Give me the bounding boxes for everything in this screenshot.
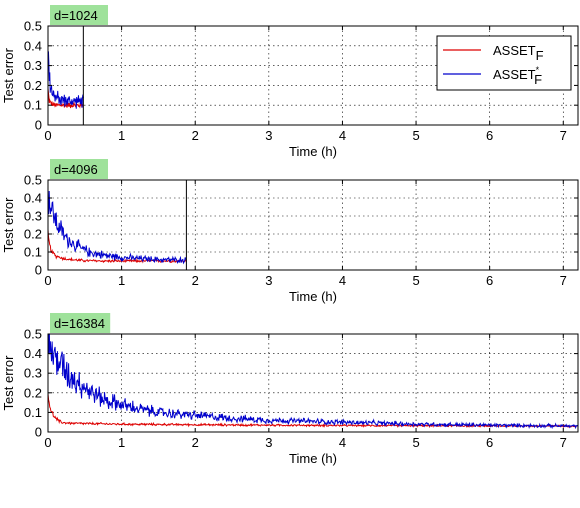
- x-tick-label: 7: [560, 128, 567, 143]
- plot-area: [48, 180, 578, 270]
- y-tick-label: 0.1: [24, 405, 42, 420]
- y-tick-label: 0.4: [24, 38, 42, 53]
- series-line-asset-f-star: [48, 190, 187, 265]
- x-tick-label: 7: [560, 273, 567, 288]
- y-axis-label: Test error: [1, 47, 16, 103]
- y-tick-label: 0.5: [24, 173, 42, 188]
- y-tick-label: 0.1: [24, 245, 42, 260]
- y-tick-label: 0.2: [24, 227, 42, 242]
- x-tick-label: 3: [265, 435, 272, 450]
- x-tick-label: 4: [339, 128, 346, 143]
- x-axis-label: Time (h): [289, 451, 337, 466]
- x-tick-label: 5: [412, 128, 419, 143]
- legend-entry-subscript: F: [534, 72, 542, 87]
- y-tick-label: 0.2: [24, 385, 42, 400]
- dimension-badge: [50, 159, 108, 179]
- series-line-asset-f-star: [48, 51, 84, 109]
- axes-frame: [47, 25, 579, 126]
- legend-entry-superscript: *: [536, 65, 540, 75]
- legend-box: [436, 35, 572, 91]
- x-tick-label: 0: [44, 273, 51, 288]
- legend-entry-name: ASSET: [493, 43, 536, 58]
- y-tick-label: 0.3: [24, 58, 42, 73]
- x-tick-label: 2: [192, 435, 199, 450]
- plot-area: [48, 334, 578, 432]
- x-tick-label: 0: [44, 128, 51, 143]
- x-tick-label: 3: [265, 273, 272, 288]
- series-line-asset-f: [48, 393, 578, 429]
- x-tick-label: 4: [339, 435, 346, 450]
- series-line-asset-f-star: [48, 334, 578, 430]
- legend-entry-label: ASSET* F: [493, 65, 542, 87]
- x-tick-label: 2: [192, 128, 199, 143]
- x-tick-label: 4: [339, 273, 346, 288]
- x-tick-label: 1: [118, 128, 125, 143]
- dimension-badge-label: d=1024: [54, 8, 98, 23]
- x-tick-label: 6: [486, 273, 493, 288]
- axes-frame: [47, 333, 579, 433]
- y-tick-label: 0.4: [24, 191, 42, 206]
- legend-entry-name: ASSET: [493, 67, 536, 82]
- y-tick-label: 0.3: [24, 209, 42, 224]
- x-tick-label: 5: [412, 435, 419, 450]
- y-tick-label: 0: [35, 263, 42, 278]
- x-axis-label: Time (h): [289, 289, 337, 304]
- y-tick-label: 0.1: [24, 98, 42, 113]
- y-axis-label: Test error: [1, 197, 16, 253]
- x-tick-label: 7: [560, 435, 567, 450]
- dimension-badge: [50, 5, 108, 25]
- y-tick-label: 0: [35, 118, 42, 133]
- x-tick-label: 1: [118, 435, 125, 450]
- dimension-badge-label: d=4096: [54, 162, 98, 177]
- y-tick-label: 0.2: [24, 78, 42, 93]
- x-tick-label: 5: [412, 273, 419, 288]
- x-tick-label: 6: [486, 435, 493, 450]
- series-line-asset-f: [48, 88, 84, 109]
- legend-entry-label: ASSETF: [493, 43, 544, 63]
- axes-frame: [47, 179, 579, 271]
- x-tick-label: 1: [118, 273, 125, 288]
- y-tick-label: 0.5: [24, 19, 42, 34]
- y-tick-label: 0: [35, 425, 42, 440]
- x-tick-label: 2: [192, 273, 199, 288]
- x-tick-label: 3: [265, 128, 272, 143]
- legend-entry-subscript: F: [536, 48, 544, 63]
- dimension-badge: [50, 313, 111, 333]
- x-tick-label: 0: [44, 435, 51, 450]
- y-tick-label: 0.5: [24, 327, 42, 342]
- dimension-badge-label: d=16384: [54, 316, 105, 331]
- y-tick-label: 0.3: [24, 366, 42, 381]
- x-axis-label: Time (h): [289, 144, 337, 159]
- y-tick-label: 0.4: [24, 346, 42, 361]
- y-axis-label: Test error: [1, 355, 16, 411]
- x-tick-label: 6: [486, 128, 493, 143]
